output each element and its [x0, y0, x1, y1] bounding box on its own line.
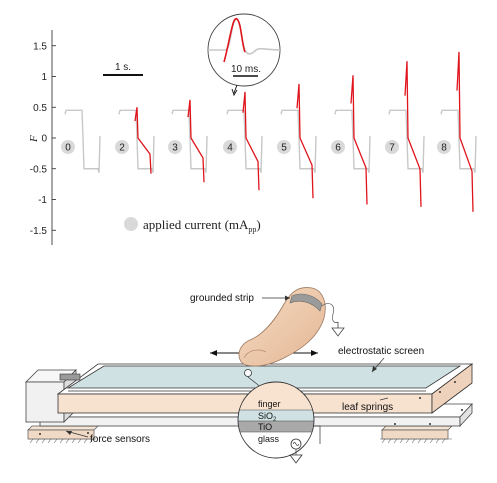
- grounded-strip: [289, 293, 323, 312]
- layer-glass-label: glass: [258, 434, 280, 444]
- y-tick-label: 1: [41, 72, 47, 83]
- force-sensor-right: [381, 429, 449, 440]
- burst-trace: [296, 83, 314, 199]
- force-sensors-label: force sensors: [90, 434, 150, 445]
- burst-trace: [242, 91, 260, 191]
- electrostatic-screen-surface: [66, 365, 462, 389]
- finger-shape: [238, 287, 326, 367]
- current-marker-0: [61, 140, 75, 154]
- y-tick-label: 0: [41, 134, 47, 145]
- contact-point: [244, 369, 252, 377]
- plate-side: [431, 363, 473, 414]
- apparatus-diagram: finger SiO2 TiO glass grounded strip ele…: [25, 287, 474, 464]
- finger: [238, 287, 345, 389]
- baseline-trace: [280, 109, 317, 173]
- current-label: 7: [389, 143, 395, 154]
- ground-symbol-top: [331, 322, 345, 337]
- inset-burst: [223, 17, 246, 63]
- force-sensor-left-top: [27, 425, 99, 431]
- current-marker-4: [223, 140, 237, 154]
- inset-pointer-head: [231, 88, 238, 97]
- zoom-inset: 10 ms.: [207, 13, 281, 97]
- legend-text: applied current (mApp): [143, 217, 261, 234]
- series-trace-0: [64, 109, 101, 173]
- grounded-strip-bar: [59, 373, 81, 381]
- current-markers: 0 2 3 4 5 6 7 8: [61, 140, 451, 154]
- y-tick-label: 0.5: [33, 103, 47, 114]
- burst-trace: [350, 75, 368, 205]
- force-sensor-left: [27, 429, 95, 440]
- series-trace-6: [334, 75, 371, 205]
- grounded-strip-label: grounded strip: [190, 293, 254, 304]
- finger-nail: [243, 349, 267, 359]
- current-label: 2: [119, 143, 125, 154]
- y-ticks: -1.5 -1 -0.5 0 0.5 1 1.5: [30, 41, 56, 237]
- leaf-springs-label: leaf springs: [342, 402, 393, 413]
- baseline-trace: [440, 109, 477, 173]
- layer-finger-label: finger: [258, 399, 281, 409]
- baseline-trace: [171, 109, 208, 173]
- inset-scale-label: 10 ms.: [231, 64, 261, 75]
- current-label: 4: [227, 143, 233, 154]
- electrostatic-screen-label: electrostatic screen: [338, 346, 424, 357]
- inset-pointer: [233, 84, 238, 94]
- plate-dots: [39, 381, 463, 435]
- callout-circle: [237, 381, 315, 459]
- series-trace-8: [440, 51, 477, 212]
- burst-trace: [404, 61, 422, 207]
- legend: applied current (mApp): [124, 217, 261, 234]
- series-trace-7: [388, 61, 425, 207]
- burst-trace: [456, 51, 474, 212]
- series-trace-2: [118, 107, 155, 174]
- layer-sio2: [238, 410, 314, 421]
- current-marker-7: [385, 140, 399, 154]
- baseline-trace: [334, 109, 371, 173]
- y-tick-label: 1.5: [33, 41, 47, 52]
- layer-tio-label: TiO: [258, 422, 272, 432]
- current-marker-6: [331, 140, 345, 154]
- series-layer: [64, 51, 477, 212]
- baseline-trace: [64, 109, 101, 173]
- series-trace-4: [226, 91, 263, 191]
- source-wire: [314, 425, 321, 444]
- series-trace-5: [280, 83, 317, 199]
- series-trace-3: [171, 99, 208, 183]
- y-tick-label: -1.5: [30, 226, 48, 237]
- ground-symbol-bottom: [289, 454, 303, 464]
- ground-wire: [321, 303, 339, 323]
- burst-trace: [187, 99, 205, 183]
- current-label: 3: [172, 143, 178, 154]
- y-axis-label: F: [28, 135, 40, 143]
- current-marker-5: [277, 140, 291, 154]
- legend-marker: [124, 217, 138, 231]
- current-label: 0: [65, 143, 71, 154]
- y-tick-label: -0.5: [30, 164, 48, 175]
- current-marker-2: [115, 140, 129, 154]
- baseline-trace: [118, 109, 155, 173]
- y-tick-label: -1: [38, 195, 47, 206]
- current-label: 5: [281, 143, 287, 154]
- force-sensor-right-top: [381, 425, 453, 431]
- base-frame-side: [459, 402, 473, 428]
- current-marker-3: [168, 140, 182, 154]
- force-chart: F -1.5 -1 -0.5 0 0.5 1 1.5 1 s. 0 2 3 4 5 6 7 8 10 ms…: [28, 13, 477, 245]
- current-marker-8: [437, 140, 451, 154]
- layer-sio2-label: SiO2: [258, 411, 277, 423]
- layer-tio: [238, 421, 314, 432]
- current-label: 8: [441, 143, 447, 154]
- current-label: 6: [335, 143, 341, 154]
- time-scale-label: 1 s.: [115, 62, 131, 73]
- baseline-trace: [388, 109, 425, 173]
- baseline-trace: [226, 109, 263, 173]
- burst-trace: [134, 107, 152, 174]
- ac-source-wave: [292, 442, 300, 446]
